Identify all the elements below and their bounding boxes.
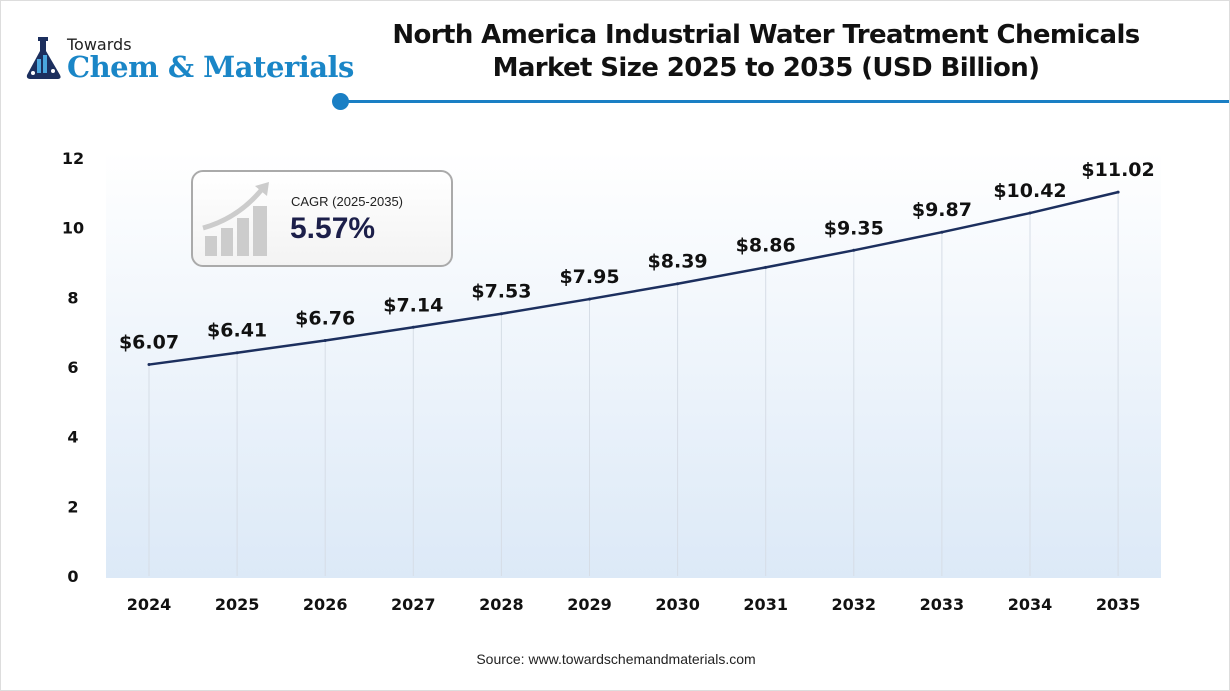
logo-brand: Chem & Materials xyxy=(67,50,354,84)
chart-title: North America Industrial Water Treatment… xyxy=(361,19,1171,85)
x-tick-label: 2033 xyxy=(920,595,965,614)
x-tick-label: 2034 xyxy=(1008,595,1053,614)
y-tick-label: 12 xyxy=(62,149,84,168)
y-tick-label: 2 xyxy=(67,497,78,516)
data-label: $6.07 xyxy=(119,332,179,354)
data-label: $6.41 xyxy=(207,320,267,342)
cagr-value: 5.57% xyxy=(290,212,376,245)
y-tick-label: 10 xyxy=(62,219,84,238)
data-label: $7.53 xyxy=(471,281,531,303)
data-point xyxy=(1116,190,1120,194)
y-tick-label: 6 xyxy=(67,358,78,377)
data-point xyxy=(499,312,503,316)
x-tick-label: 2025 xyxy=(215,595,260,614)
data-point xyxy=(323,339,327,343)
data-label: $6.76 xyxy=(295,308,355,330)
data-label: $7.95 xyxy=(559,266,619,288)
data-point xyxy=(1028,211,1032,215)
data-point xyxy=(235,351,239,355)
data-point xyxy=(411,325,415,329)
data-point xyxy=(764,265,768,269)
x-tick-label: 2035 xyxy=(1096,595,1141,614)
data-label: $9.35 xyxy=(824,217,884,239)
data-label: $9.87 xyxy=(912,199,972,221)
x-tick-label: 2024 xyxy=(127,595,172,614)
cagr-label: CAGR (2025-2035) xyxy=(291,194,403,209)
data-point xyxy=(588,297,591,301)
data-label: $7.14 xyxy=(383,294,443,316)
y-tick-label: 0 xyxy=(67,567,78,586)
data-label: $11.02 xyxy=(1081,159,1154,181)
x-tick-label: 2027 xyxy=(391,595,436,614)
title-rule xyxy=(341,100,1229,103)
series-line xyxy=(148,190,1119,366)
data-label: $8.86 xyxy=(736,234,796,256)
title-dot xyxy=(332,93,349,110)
title-line-2: Market Size 2025 to 2035 (USD Billion) xyxy=(492,53,1040,83)
data-label: $8.39 xyxy=(648,251,708,273)
growth-chart-icon xyxy=(202,182,269,256)
title-line-1: North America Industrial Water Treatment… xyxy=(392,20,1140,50)
cagr-box: CAGR (2025-2035) 5.57% xyxy=(191,170,453,267)
data-point xyxy=(852,248,856,252)
logo-towards: Towards xyxy=(67,35,132,54)
x-tick-label: 2028 xyxy=(479,595,524,614)
y-tick-label: 4 xyxy=(67,428,78,447)
data-point xyxy=(676,282,680,286)
x-tick-label: 2030 xyxy=(655,595,700,614)
x-tick-label: 2026 xyxy=(303,595,348,614)
flask-icon xyxy=(26,37,61,79)
x-tick-label: 2029 xyxy=(567,595,612,614)
source-note: Source: www.towardschemandmaterials.com xyxy=(476,651,756,667)
x-tick-label: 2031 xyxy=(743,595,788,614)
data-label: $10.42 xyxy=(993,180,1066,202)
x-tick-label: 2032 xyxy=(832,595,877,614)
y-tick-label: 8 xyxy=(67,288,78,307)
data-point xyxy=(147,363,151,367)
data-point xyxy=(940,230,944,234)
